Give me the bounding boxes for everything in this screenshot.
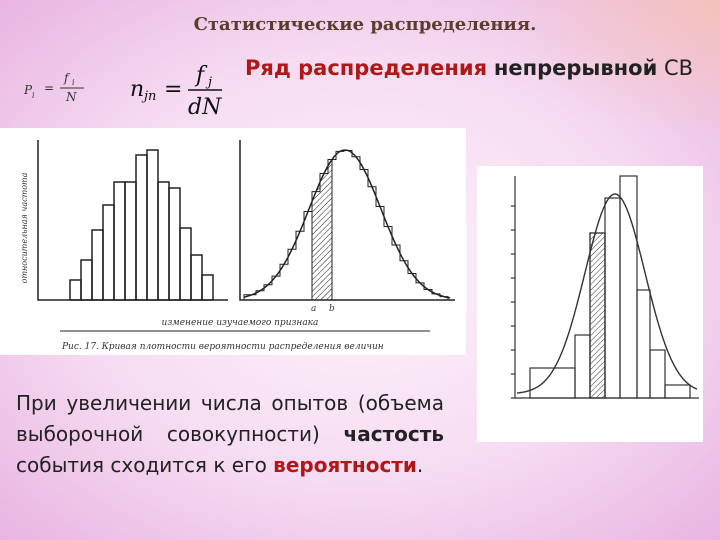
formula-text: f: [63, 71, 71, 85]
formulas: P i = f i N n jn = f j dN: [23, 63, 222, 120]
subtitle-part: Ряд распределения: [245, 56, 488, 80]
drawing: [311, 157, 333, 301]
formula-text: j: [205, 75, 212, 90]
text-run: .: [416, 453, 424, 477]
formula-text: =: [44, 81, 54, 95]
figure-right: [477, 166, 703, 442]
figure-caption: Рис. 17. Кривая плотности вероятности ра…: [61, 342, 384, 352]
formula-text: N: [65, 90, 77, 104]
point-label: a: [311, 304, 316, 314]
drawing: [649, 349, 666, 399]
drawing: [636, 289, 651, 399]
body-text: При увеличении числа опытов (объема выбо…: [16, 388, 444, 481]
formula-text: i: [72, 78, 75, 87]
text-run: вероятности: [273, 453, 417, 477]
formula-text: i: [32, 91, 35, 100]
figure-left: относительная частота изменение изучаемо…: [0, 128, 466, 355]
formula-text: =: [164, 77, 182, 102]
slide-title: Статистические распределения.: [193, 14, 537, 35]
text-run: события сходится к его: [16, 453, 267, 477]
formula-text: f: [194, 63, 208, 88]
drawing: [516, 193, 698, 394]
axis-label: относительная частота: [20, 172, 29, 283]
text-run: частость: [343, 422, 445, 446]
drawing: [243, 150, 449, 300]
axis-label: изменение изучаемого признака: [162, 318, 319, 328]
formula-text: P: [23, 83, 33, 97]
point-label: b: [329, 304, 335, 314]
formula-text: jn: [141, 89, 156, 104]
drawing: [239, 140, 455, 301]
image-background: [0, 128, 466, 355]
drawing: [619, 175, 638, 399]
subtitle-part: непрерывной: [493, 56, 658, 80]
formula-text: dN: [188, 95, 222, 120]
subtitle-part: СВ: [664, 56, 694, 80]
drawing: [201, 274, 214, 301]
formula-text: n: [130, 77, 144, 102]
drawing: [589, 232, 606, 399]
text-run: При увеличении числа опытов (объема выбо…: [16, 391, 444, 446]
drawing: [664, 384, 691, 399]
subtitle: Ряд распределения непрерывной СВ: [245, 56, 693, 80]
